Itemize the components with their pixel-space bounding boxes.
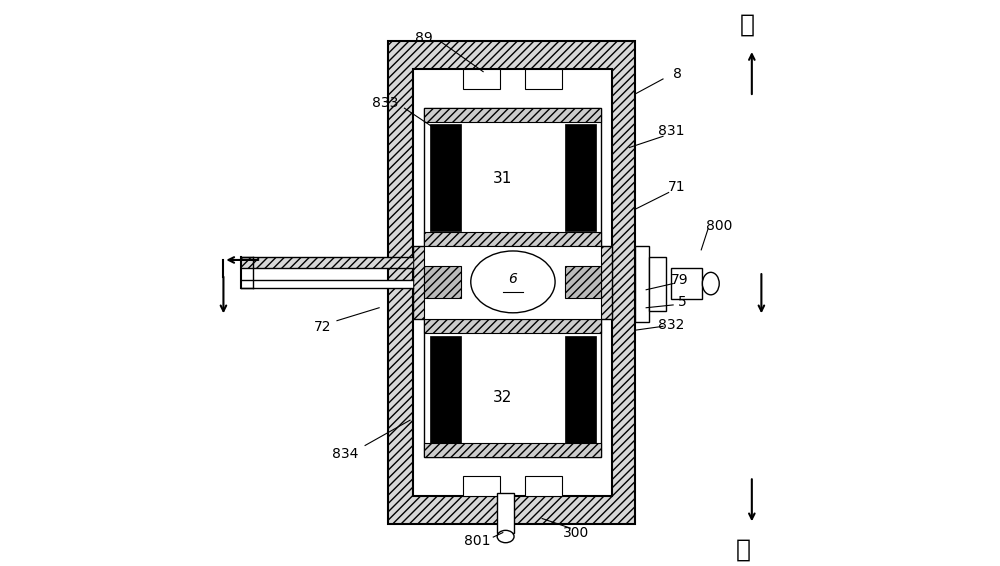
Text: 上: 上: [740, 13, 755, 37]
Bar: [424, 232, 601, 246]
Text: 71: 71: [668, 180, 686, 194]
Text: 801: 801: [464, 534, 491, 548]
Text: 800: 800: [706, 219, 732, 233]
Bar: [241, 257, 413, 268]
Bar: [430, 124, 461, 231]
Bar: [565, 336, 596, 443]
Text: 89: 89: [415, 31, 433, 45]
Text: 72: 72: [314, 320, 332, 335]
Bar: [430, 336, 461, 443]
Bar: [424, 246, 601, 319]
Text: 831: 831: [658, 124, 685, 138]
Bar: [413, 69, 612, 496]
Text: 32: 32: [493, 390, 512, 405]
Text: 5: 5: [678, 295, 687, 309]
Bar: [424, 443, 601, 457]
Bar: [424, 108, 601, 246]
Bar: [649, 257, 666, 311]
Text: 832: 832: [658, 318, 685, 332]
Bar: [525, 477, 562, 496]
Bar: [671, 268, 702, 299]
Text: 31: 31: [493, 171, 512, 186]
Bar: [635, 246, 649, 322]
Text: 79: 79: [671, 273, 689, 286]
Bar: [525, 69, 562, 88]
Ellipse shape: [471, 251, 555, 313]
Bar: [565, 265, 601, 298]
Ellipse shape: [497, 530, 514, 543]
Text: 6: 6: [508, 272, 517, 286]
Text: 300: 300: [563, 526, 589, 539]
Text: 8: 8: [673, 67, 682, 82]
Text: 834: 834: [332, 447, 359, 461]
Bar: [463, 477, 500, 496]
Bar: [497, 493, 514, 533]
Bar: [424, 108, 601, 122]
Bar: [424, 265, 461, 298]
Text: 下: 下: [735, 538, 750, 561]
Bar: [424, 319, 601, 457]
Bar: [241, 280, 413, 288]
Bar: [388, 41, 635, 524]
Bar: [424, 319, 601, 333]
Ellipse shape: [702, 272, 719, 295]
Bar: [463, 69, 500, 88]
Bar: [565, 124, 596, 231]
Text: 833: 833: [372, 96, 398, 110]
Bar: [413, 246, 612, 319]
